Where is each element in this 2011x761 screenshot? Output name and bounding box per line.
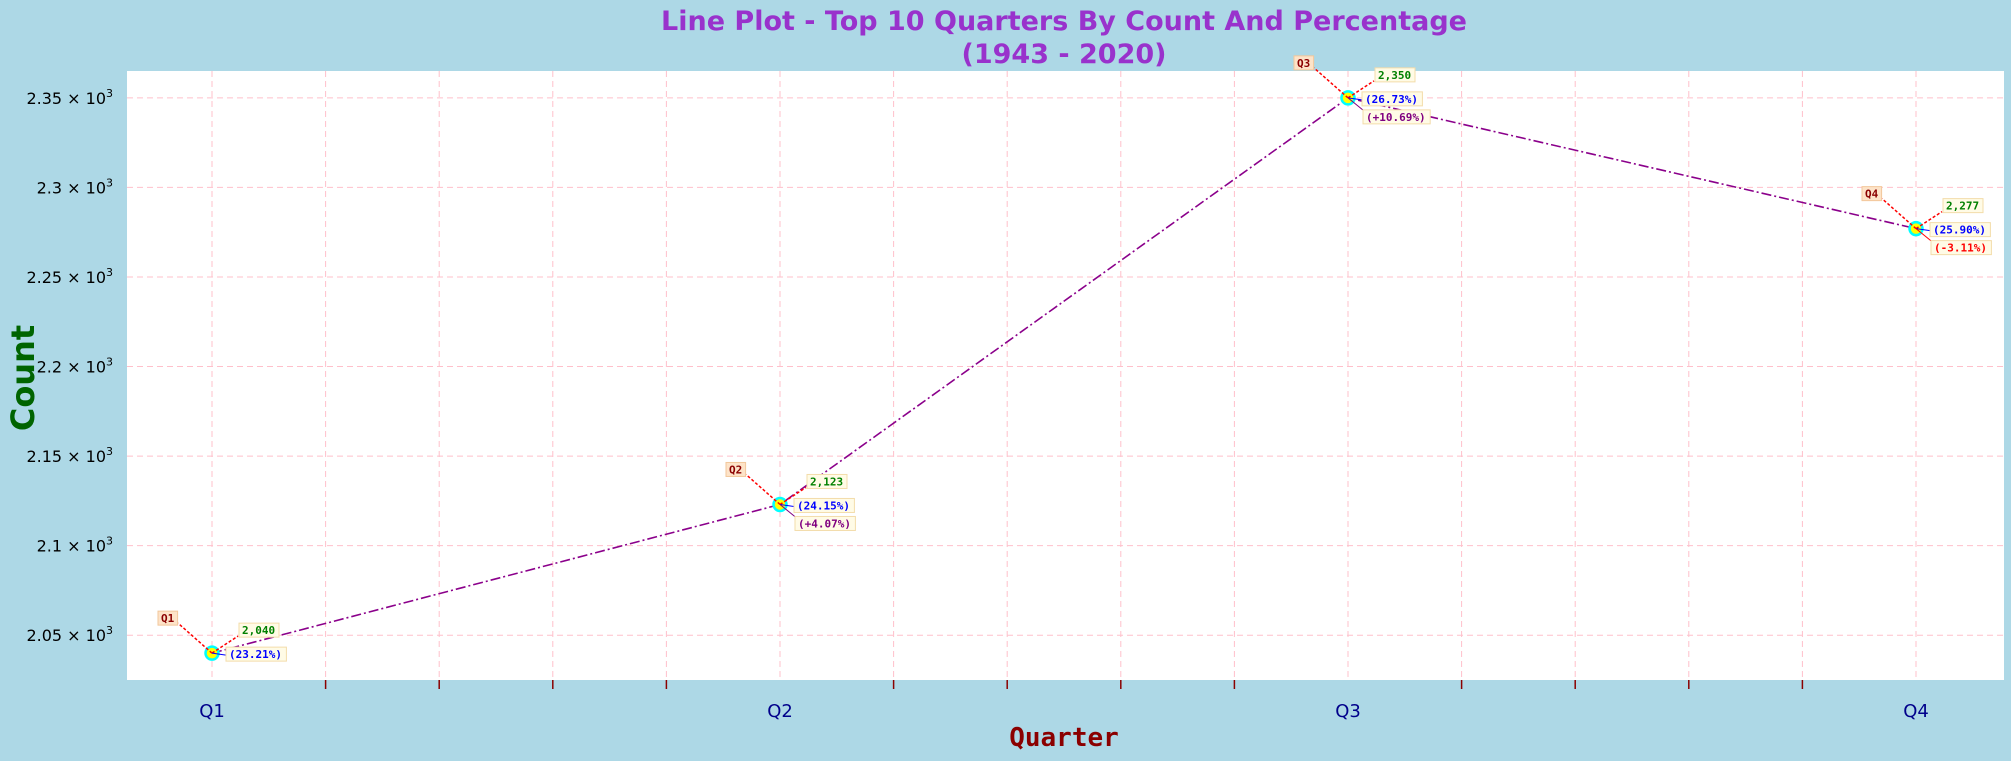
category-label: Q2: [729, 463, 742, 476]
chart-title: Line Plot - Top 10 Quarters By Count And…: [661, 6, 1467, 37]
category-label-box: [1293, 55, 1315, 71]
value-connector: [1915, 210, 1943, 230]
y-tick-label: 2.3 × 103: [37, 176, 113, 197]
category-label: Q3: [1297, 57, 1310, 70]
category-label-box: [157, 610, 179, 626]
y-tick-label: 2.25 × 103: [26, 266, 113, 287]
percent-connector: [1347, 97, 1363, 101]
value-label-text: 2,123: [810, 475, 843, 488]
percent-label: (23.21%): [225, 646, 287, 662]
value-label-box: [1374, 67, 1416, 83]
value-label-box: [238, 622, 280, 638]
change-label: (+4.07%): [794, 515, 856, 531]
x-axis-ticks: Q1 Q2 Q3 Q4: [199, 680, 1929, 722]
percent-label-box: [225, 646, 287, 662]
category-connector: [1313, 67, 1349, 99]
change-label-box: [1362, 109, 1431, 125]
x-tick-label: Q2: [767, 701, 793, 722]
value-label: 2,277: [1942, 198, 1984, 214]
percent-label: (24.15%): [793, 497, 855, 513]
x-tick-label: Q3: [1335, 701, 1361, 722]
value-connector: [1347, 80, 1375, 99]
percent-label-box: [793, 497, 855, 513]
x-tick-label: Q1: [199, 701, 225, 722]
plot-area: [127, 71, 2004, 680]
percent-label: (26.73%): [1361, 91, 1423, 107]
change-label: (-3.11%): [1930, 240, 1992, 256]
x-tick-label: Q4: [1903, 701, 1929, 722]
change-label-box: [794, 515, 856, 531]
change-connector: [1347, 97, 1365, 112]
change-connector: [1915, 228, 1933, 243]
category-label-box: [725, 461, 747, 477]
category-connector: [1881, 198, 1917, 230]
value-label-box: [806, 473, 848, 489]
value-label-text: 2,350: [1378, 69, 1411, 82]
value-label-text: 2,277: [1946, 200, 1979, 213]
percent-connector: [779, 503, 795, 507]
change-label-box: [1930, 240, 1992, 256]
change-label-text: (+4.07%): [798, 517, 851, 530]
change-label: (+10.69%): [1362, 109, 1431, 125]
grid: [127, 71, 2004, 680]
category-label-box: [1861, 186, 1883, 202]
y-axis-label: Count: [4, 325, 42, 431]
series-path: [211, 97, 1917, 654]
percent-connector: [211, 652, 227, 656]
value-label: 2,350: [1374, 67, 1416, 83]
category-connector: [177, 622, 213, 654]
percent-label-text: (24.15%): [797, 499, 850, 512]
y-tick-label: 2.05 × 103: [26, 624, 113, 645]
value-connector: [779, 486, 807, 506]
percent-label-box: [1929, 222, 1991, 238]
category-label: Q1: [161, 612, 175, 625]
x-axis-label: Quarter: [1009, 723, 1119, 753]
change-connector: [779, 504, 797, 518]
chart-subtitle: (1943 - 2020): [962, 39, 1167, 70]
y-tick-label: 2.35 × 103: [26, 87, 113, 108]
category-label: Q4: [1865, 188, 1879, 201]
value-label-box: [1942, 198, 1984, 214]
value-label: 2,123: [806, 473, 848, 489]
percent-label-text: (25.90%): [1933, 224, 1986, 237]
category-connector: [745, 473, 781, 506]
value-label-text: 2,040: [242, 624, 275, 637]
y-tick-label: 2.15 × 103: [26, 445, 113, 466]
value-label: 2,040: [238, 622, 280, 638]
percent-label-box: [1361, 91, 1423, 107]
change-label-text: (+10.69%): [1366, 111, 1426, 124]
y-axis-ticks: 2.05 × 103 2.1 × 103 2.15 × 103 2.2 × 103 2.…: [26, 87, 113, 645]
percent-connector: [1915, 228, 1931, 232]
value-connector: [211, 635, 239, 654]
percent-label-text: (23.21%): [229, 648, 282, 661]
change-label-text: (-3.11%): [1934, 242, 1987, 255]
annotations: Q1 2,040 (23.21%) Q2 2,123 (24.15%) (+4.07%) Q3…: [157, 55, 1992, 662]
y-tick-label: 2.2 × 103: [37, 356, 113, 377]
y-tick-label: 2.1 × 103: [37, 535, 113, 556]
percent-label: (25.90%): [1929, 222, 1991, 238]
percent-label-text: (26.73%): [1365, 93, 1418, 106]
